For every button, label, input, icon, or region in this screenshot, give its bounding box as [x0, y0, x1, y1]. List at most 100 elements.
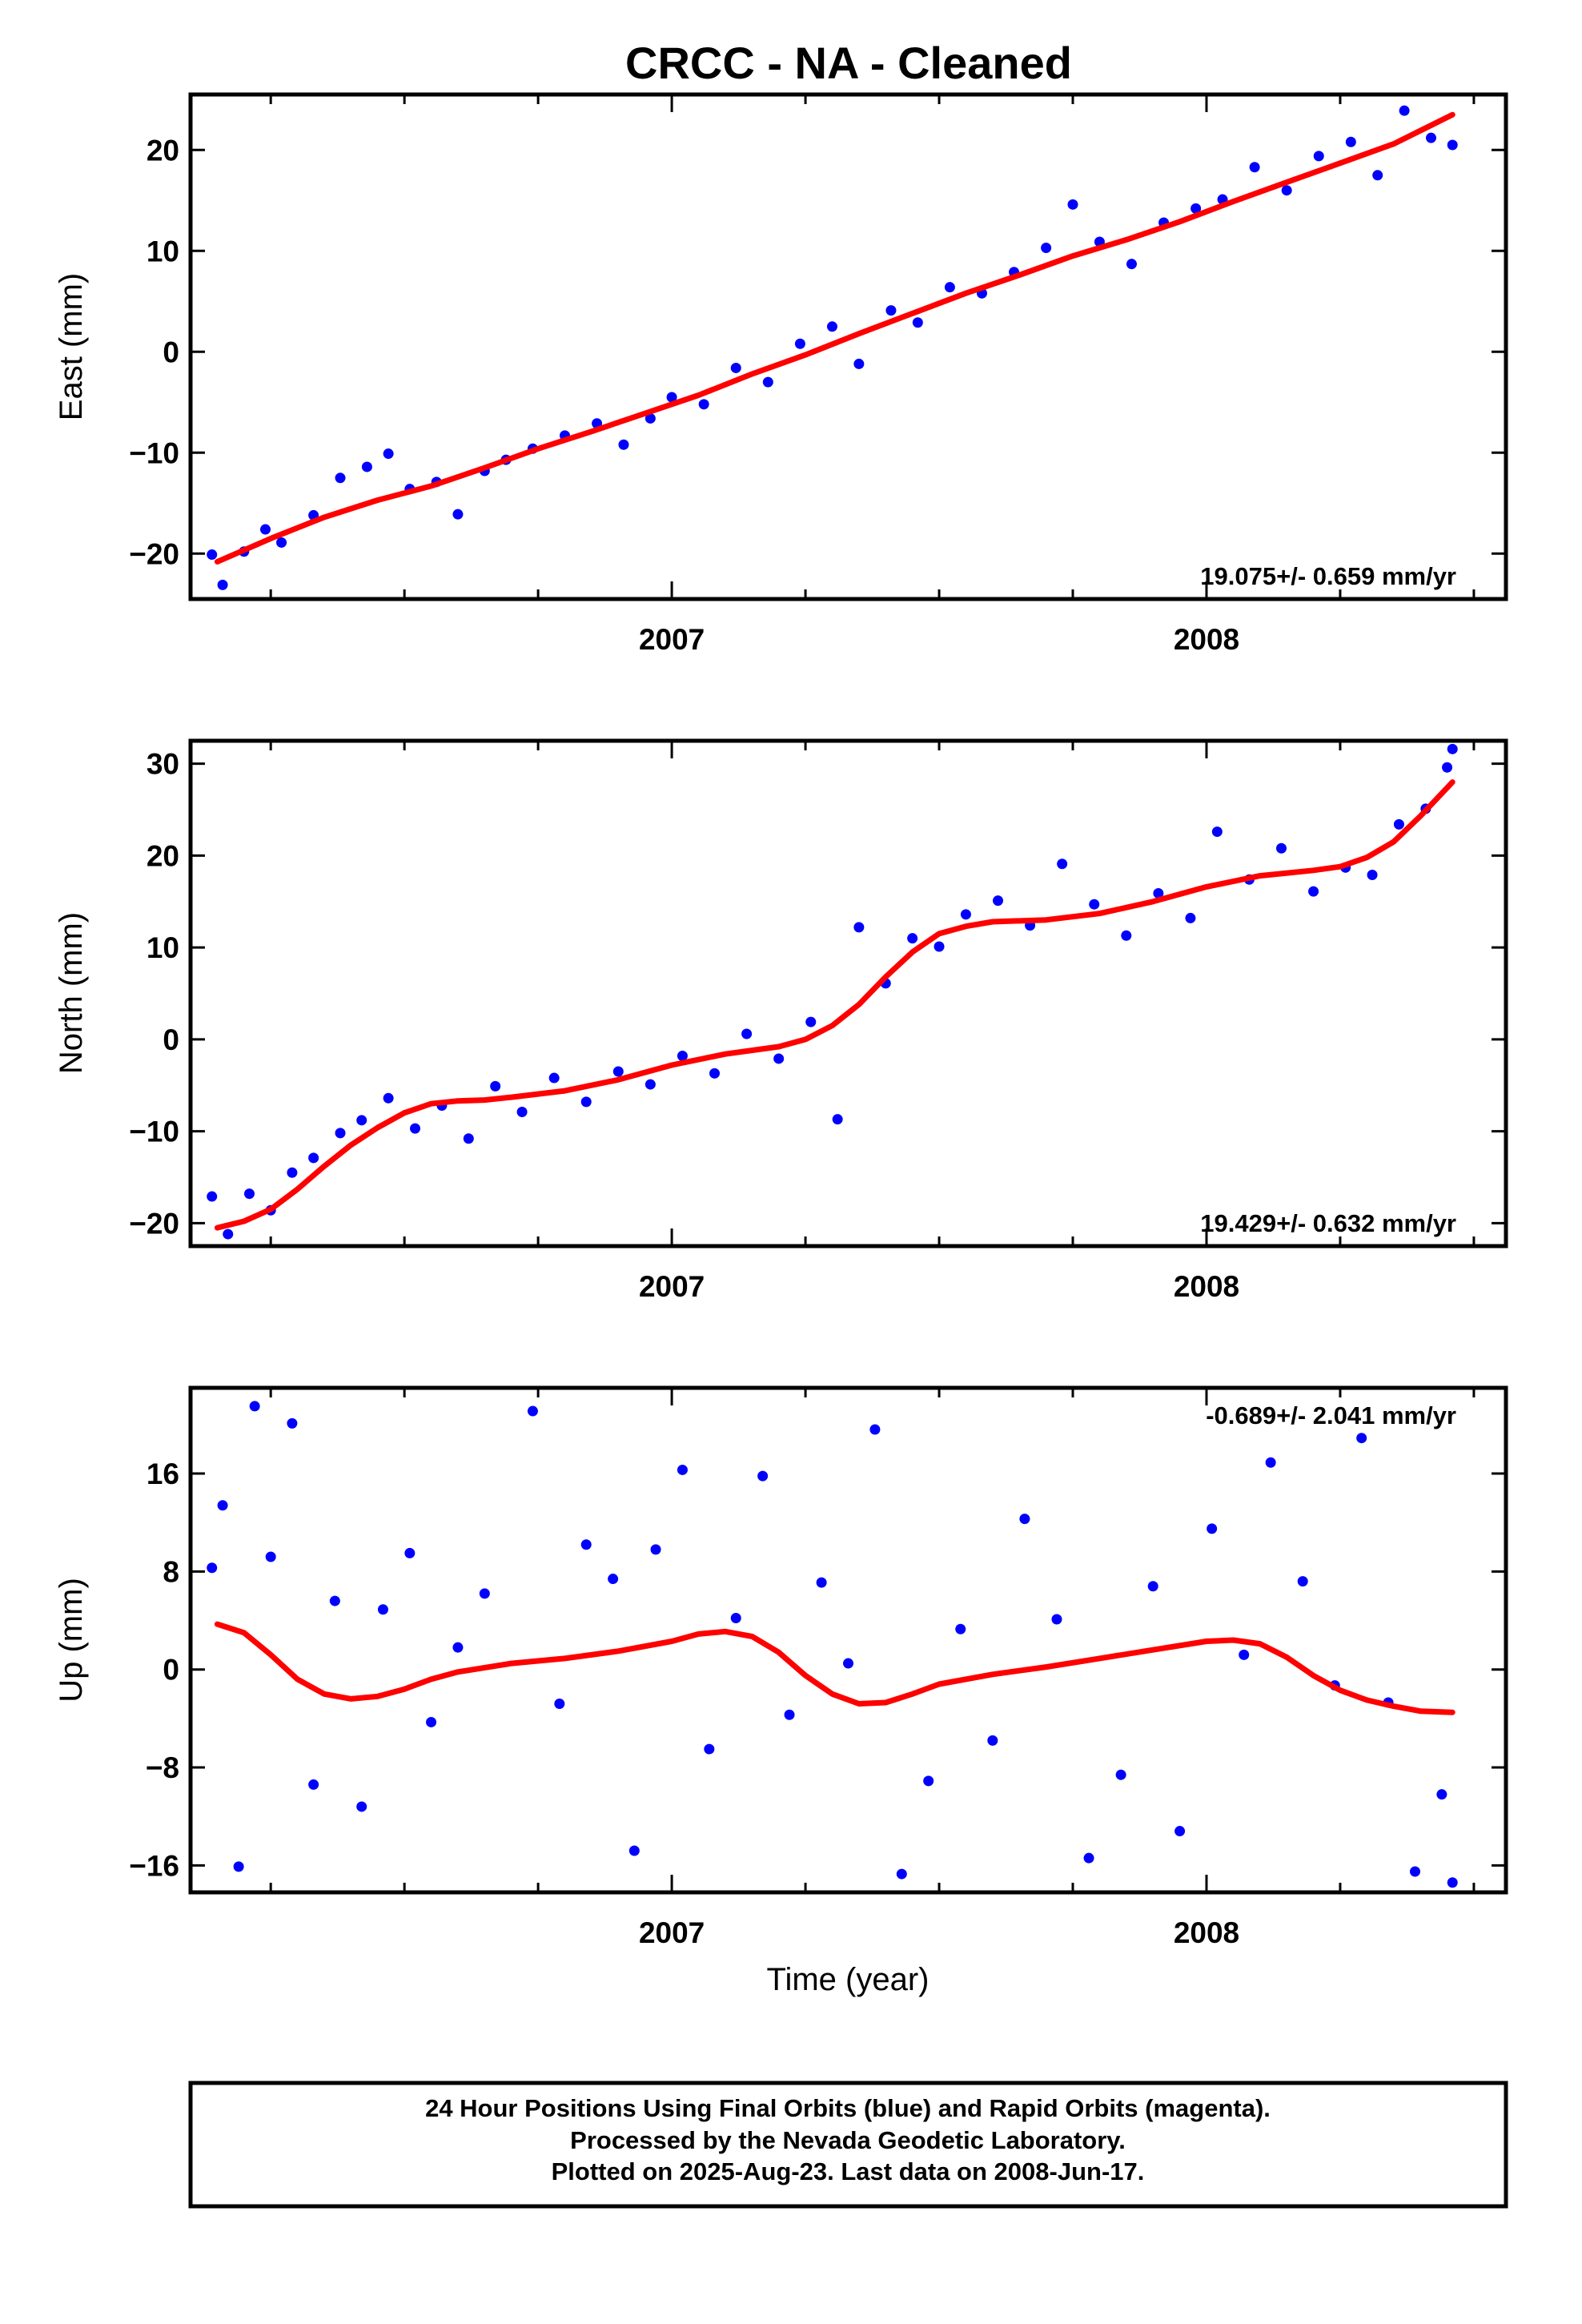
y-axis-label: East (mm) [54, 273, 89, 420]
data-point [1393, 818, 1404, 830]
data-point [1121, 930, 1132, 941]
data-point [1191, 203, 1202, 214]
data-point [207, 1562, 218, 1574]
y-tick-label: 8 [163, 1555, 179, 1588]
data-point [223, 1228, 234, 1240]
data-point [944, 282, 955, 293]
data-point [1147, 1581, 1158, 1592]
data-point [1447, 139, 1458, 151]
up-fit-line [214, 1621, 1456, 1715]
data-point [1399, 105, 1410, 116]
y-tick-label: 16 [147, 1458, 179, 1490]
data-point [1275, 842, 1287, 854]
data-point [805, 1016, 817, 1027]
data-point [757, 1470, 769, 1482]
data-point [1447, 743, 1458, 754]
rate-label: 19.075+/- 0.659 mm/yr [1200, 562, 1456, 590]
data-point [896, 1868, 907, 1880]
data-point [548, 1072, 560, 1084]
data-point [608, 1574, 619, 1585]
data-point [1356, 1433, 1367, 1444]
data-point [1409, 1866, 1420, 1877]
data-point [377, 1604, 388, 1615]
data-point [1345, 136, 1356, 147]
data-point [885, 305, 897, 316]
data-point [516, 1106, 528, 1117]
rate-label: -0.689+/- 2.041 mm/yr [1206, 1401, 1456, 1429]
data-point [260, 524, 271, 535]
x-tick-label: 2007 [639, 623, 705, 656]
data-point [1447, 1877, 1458, 1888]
y-tick-label: 20 [147, 134, 179, 167]
x-axis-label: Time (year) [767, 1962, 930, 1997]
data-point [287, 1167, 298, 1178]
data-point [1019, 1514, 1030, 1525]
y-tick-label: −16 [129, 1849, 179, 1882]
data-point [704, 1743, 715, 1755]
plot-frame [188, 738, 1508, 1248]
data-point [243, 1188, 255, 1200]
east-fit-line [214, 111, 1456, 565]
data-point [249, 1401, 260, 1412]
data-point [410, 1123, 421, 1134]
data-point [1185, 912, 1196, 923]
y-tick-label: 0 [163, 1654, 179, 1687]
data-point [217, 579, 228, 590]
y-tick-label: 10 [147, 931, 179, 964]
caption-frame [188, 2081, 1508, 2209]
data-point [217, 1500, 228, 1511]
y-axis-label: North (mm) [54, 912, 89, 1074]
caption-box: 24 Hour Positions Using Final Orbits (bl… [188, 2081, 1508, 2209]
data-point [452, 1642, 464, 1653]
data-point [1297, 1576, 1308, 1587]
data-point [452, 509, 464, 520]
north-panel: 30 20 10 0 −10 −20 2007 2008 19.429+/- 0.632 mm/… [54, 738, 1508, 1303]
data-point [1425, 132, 1436, 143]
data-point [1281, 185, 1292, 196]
data-point [329, 1595, 340, 1606]
data-point [265, 1551, 276, 1562]
data-point [955, 1623, 966, 1634]
data-point [1308, 886, 1319, 897]
data-point [276, 537, 287, 548]
data-point [816, 1577, 827, 1588]
y-tick-label: 10 [147, 235, 179, 267]
data-point [677, 1464, 688, 1475]
data-point [960, 909, 971, 920]
data-point [463, 1133, 474, 1144]
north-fit-line [214, 779, 1456, 1231]
data-point [1089, 899, 1100, 910]
data-point [628, 1845, 640, 1856]
data-point [843, 1658, 853, 1669]
data-point [1436, 1789, 1447, 1800]
data-point [853, 922, 865, 933]
data-point [912, 317, 923, 328]
data-point [308, 1152, 319, 1164]
data-point [644, 1079, 656, 1090]
data-point [907, 933, 918, 944]
rate-label: 19.429+/- 0.632 mm/yr [1200, 1209, 1456, 1237]
y-tick-label: −20 [129, 1207, 179, 1240]
data-point [426, 1716, 437, 1727]
data-point [1442, 762, 1453, 773]
data-point [666, 392, 677, 403]
data-point [1041, 243, 1052, 254]
y-axis-label: Up (mm) [54, 1578, 89, 1703]
plot-frame [188, 92, 1508, 601]
data-point [554, 1699, 565, 1710]
data-point [612, 1066, 624, 1077]
data-point [1057, 858, 1068, 870]
data-point [1083, 1852, 1094, 1864]
data-point [1239, 1649, 1250, 1660]
data-point [1174, 1826, 1186, 1837]
x-tick-label: 2007 [639, 1916, 705, 1949]
data-point [1207, 1523, 1218, 1534]
data-point [923, 1775, 934, 1787]
data-point [618, 439, 629, 450]
data-point [832, 1114, 843, 1125]
data-point [1067, 199, 1078, 210]
data-point [1126, 259, 1137, 270]
data-point [207, 549, 218, 561]
data-point [869, 1424, 881, 1435]
